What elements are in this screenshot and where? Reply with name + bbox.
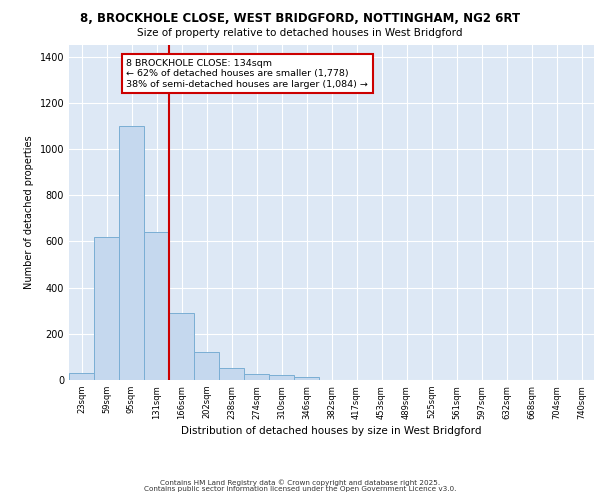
Bar [294,376,319,380]
Bar [244,374,269,380]
Bar [69,373,94,380]
Text: Contains HM Land Registry data © Crown copyright and database right 2025.
Contai: Contains HM Land Registry data © Crown c… [144,479,456,492]
Text: 8, BROCKHOLE CLOSE, WEST BRIDGFORD, NOTTINGHAM, NG2 6RT: 8, BROCKHOLE CLOSE, WEST BRIDGFORD, NOTT… [80,12,520,26]
Bar [219,368,244,380]
Bar [194,352,219,380]
Bar [144,232,169,380]
Y-axis label: Number of detached properties: Number of detached properties [24,136,34,290]
Bar [269,376,294,380]
Bar [94,237,119,380]
X-axis label: Distribution of detached houses by size in West Bridgford: Distribution of detached houses by size … [181,426,482,436]
Text: 8 BROCKHOLE CLOSE: 134sqm
← 62% of detached houses are smaller (1,778)
38% of se: 8 BROCKHOLE CLOSE: 134sqm ← 62% of detac… [127,59,368,88]
Text: Size of property relative to detached houses in West Bridgford: Size of property relative to detached ho… [137,28,463,38]
Bar [169,313,194,380]
Bar [119,126,144,380]
